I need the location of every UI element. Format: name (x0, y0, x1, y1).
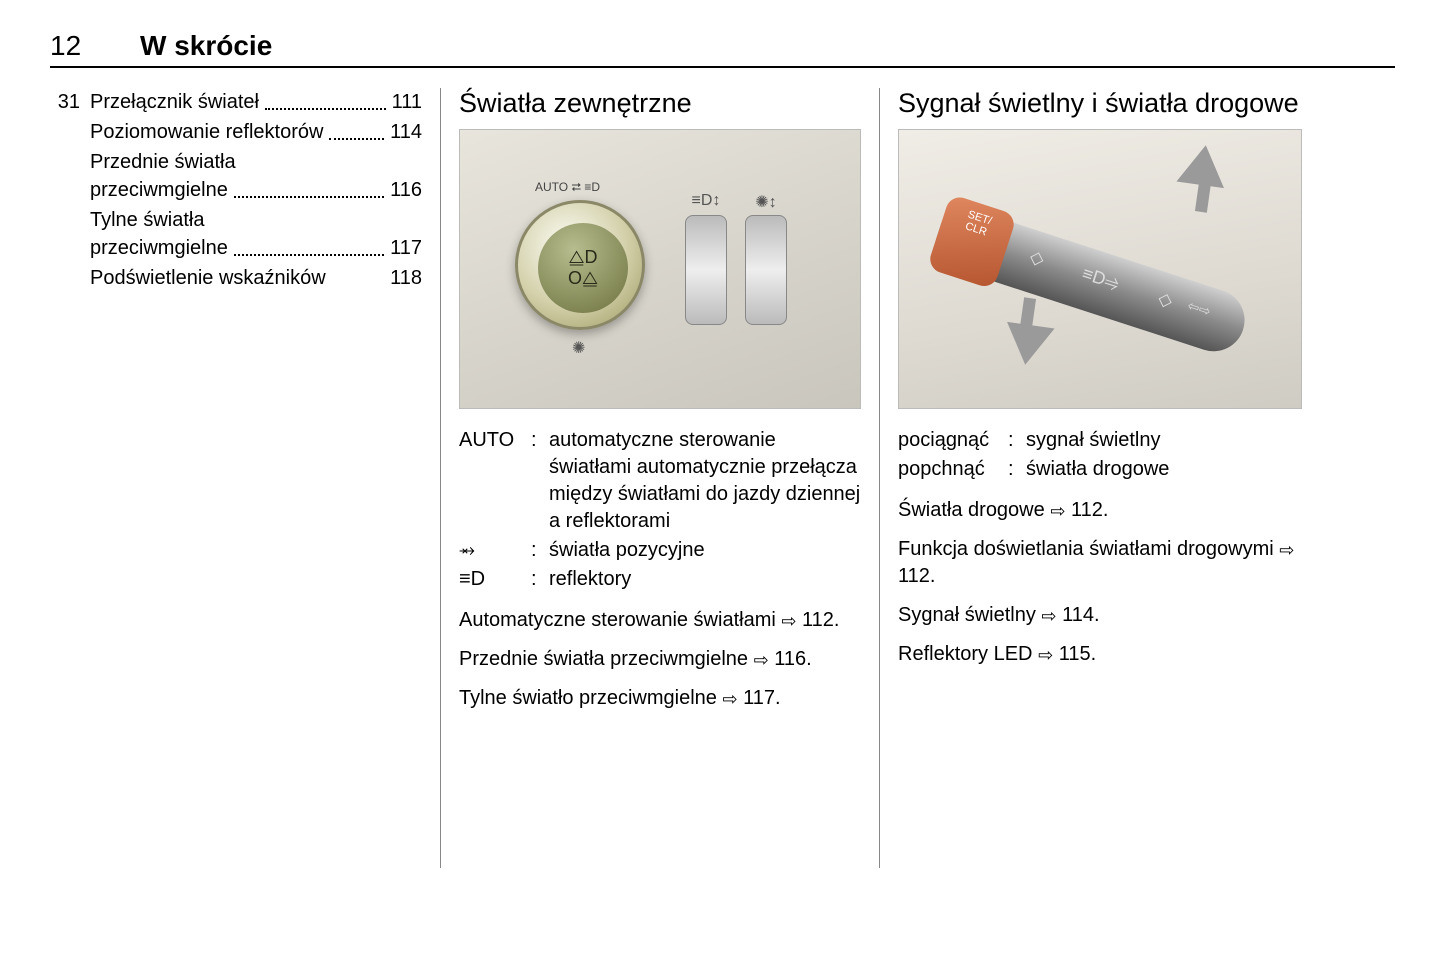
definition-row: ≡D : reflektory (459, 566, 861, 593)
reference-icon: ⇨ (722, 687, 737, 711)
reference-paragraph: Funkcja doświetlania światłami drogowymi… (898, 536, 1302, 590)
toc-text: przeciwmgielne (90, 176, 228, 204)
reference-paragraph: Reflektory LED ⇨ 115. (898, 641, 1302, 668)
toc-page: 116 (390, 176, 422, 204)
content-columns: 31 Przełącznik świateł 111 Poziomowanie … (50, 88, 1395, 868)
toc-entry: Poziomowanie reflektorów 114 (50, 118, 422, 146)
toc-item-number: 31 (50, 88, 90, 116)
toc-page: 117 (390, 234, 422, 262)
definition-row: AUTO : automatyczne sterowanie światłami… (459, 427, 861, 535)
reference-icon: ⇨ (1279, 538, 1294, 562)
headlight-icon: ≡D (459, 566, 531, 593)
definition-row: pociągnąć : sygnał świetlny (898, 427, 1302, 454)
leveling-wheel: ≡D↕ (685, 215, 727, 325)
sidelight-icon: ⥇ (459, 537, 531, 564)
def-key: AUTO (459, 427, 531, 535)
rotary-dial: ⧋D O⧋ (515, 200, 645, 330)
arrow-down-icon (1001, 322, 1054, 368)
def-value: światła pozycyjne (549, 537, 861, 564)
toc-page: 118 (390, 264, 422, 292)
reference-icon: ⇨ (1038, 643, 1053, 667)
arrow-up-icon (1195, 181, 1211, 212)
exterior-lights-column: Światła zewnętrzne AUTO ⮂ ≡D ⧋D O⧋ ✺ ≡D↕… (440, 88, 880, 868)
reference-paragraph: Światła drogowe ⇨ 112. (898, 497, 1302, 524)
dial-center: ⧋D O⧋ (538, 223, 628, 313)
reference-paragraph: Sygnał świetlny ⇨ 114. (898, 602, 1302, 629)
reference-icon: ⇨ (781, 609, 796, 633)
reference-paragraph: Przednie światła przeciwmgielne ⇨ 116. (459, 646, 861, 673)
bulb-icon: ✺ (572, 338, 585, 358)
light-switch-figure: AUTO ⮂ ≡D ⧋D O⧋ ✺ ≡D↕ ✺↕ (459, 129, 861, 409)
toc-entry: 31 Przełącznik świateł 111 (50, 88, 422, 116)
definition-list: pociągnąć : sygnał świetlny popchnąć : ś… (898, 427, 1302, 483)
reference-paragraph: Automatyczne sterowanie światłami ⇨ 112. (459, 607, 861, 634)
def-value: automatyczne sterowanie światłami automa… (549, 427, 861, 535)
definition-row: ⥇ : światła pozycyjne (459, 537, 861, 564)
toc-text: przeciwmgielne (90, 234, 228, 262)
toc-entry: Przednie światła przeciwmgielne 116 (50, 148, 422, 204)
reference-paragraph: Tylne światło przeciwmgielne ⇨ 117. (459, 685, 861, 712)
page-number: 12 (50, 30, 140, 62)
toc-dots (234, 236, 384, 256)
def-value: reflektory (549, 566, 861, 593)
reference-icon: ⇨ (754, 648, 769, 672)
definition-row: popchnąć : światła drogowe (898, 456, 1302, 483)
definition-list: AUTO : automatyczne sterowanie światłami… (459, 427, 861, 593)
toc-column: 31 Przełącznik świateł 111 Poziomowanie … (50, 88, 440, 868)
stalk-lever: SET/CLR ◇ ≡D⥤ ◇ ⇦⇨ (920, 173, 1261, 386)
toc-text: Przednie światła (90, 148, 422, 176)
def-value: światła drogowe (1026, 456, 1302, 483)
fog-rear-icon: O⧋ (568, 268, 598, 289)
wheel-icon: ≡D↕ (692, 192, 721, 210)
fog-front-icon: ⧋D (568, 247, 597, 268)
toc-entry: Podświetlenie wskaźników 118 (50, 264, 422, 292)
toc-dots (265, 90, 386, 110)
toc-label: Przełącznik świateł 111 (90, 88, 422, 116)
wheel-icon: ✺↕ (755, 192, 776, 212)
dial-auto-label: AUTO ⮂ ≡D (535, 180, 600, 195)
toc-text: Podświetlenie wskaźników (90, 264, 326, 292)
reference-icon: ⇨ (1041, 604, 1056, 628)
toc-text: Przełącznik świateł (90, 88, 259, 116)
column-heading: Sygnał świetlny i światła drogowe (898, 88, 1302, 119)
toc-dots (234, 178, 384, 198)
def-value: sygnał świetlny (1026, 427, 1302, 454)
high-beam-column: Sygnał świetlny i światła drogowe SET/CL… (880, 88, 1320, 868)
toc-text: Tylne światła (90, 206, 422, 234)
stalk-figure: SET/CLR ◇ ≡D⥤ ◇ ⇦⇨ (898, 129, 1302, 409)
toc-page: 114 (390, 118, 422, 146)
toc-page: 111 (392, 88, 422, 116)
def-key: popchnąć (898, 456, 1008, 483)
dimmer-wheel: ✺↕ (745, 215, 787, 325)
page-header: 12 W skrócie (50, 30, 1395, 68)
toc-dots (329, 120, 384, 140)
def-key: pociągnąć (898, 427, 1008, 454)
reference-icon: ⇨ (1050, 499, 1065, 523)
toc-text: Poziomowanie reflektorów (90, 118, 323, 146)
column-heading: Światła zewnętrzne (459, 88, 861, 119)
section-title: W skrócie (140, 30, 272, 62)
toc-entry: Tylne światła przeciwmgielne 117 (50, 206, 422, 262)
